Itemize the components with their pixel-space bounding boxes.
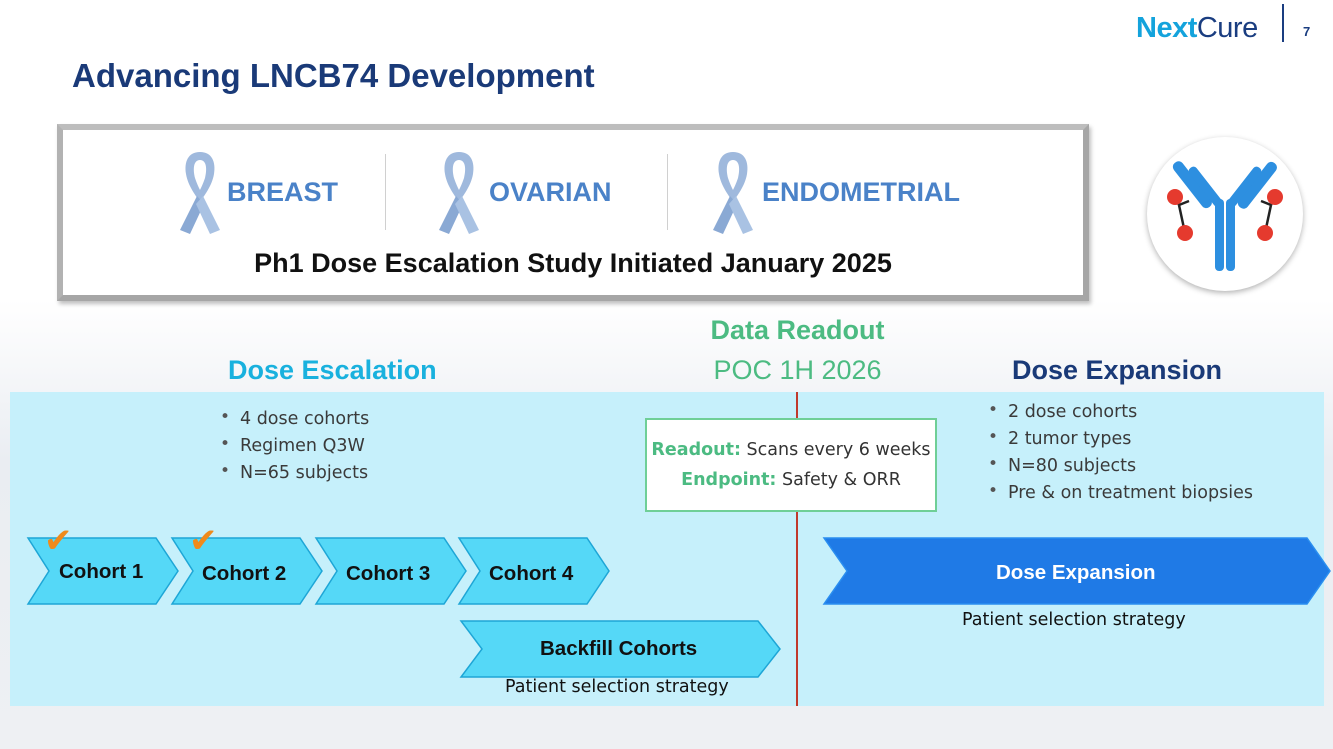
dose-escalation-bullets: 4 dose cohorts Regimen Q3W N=65 subjects bbox=[220, 404, 369, 487]
endpoint-row: Endpoint: Safety & ORR bbox=[647, 470, 935, 490]
nextcure-logo: NextCure bbox=[1136, 12, 1258, 45]
indication-divider bbox=[385, 154, 386, 230]
bullet-item: Pre & on treatment biopsies bbox=[988, 478, 1253, 507]
indication-ovarian: OVARIAN bbox=[489, 177, 612, 207]
dose-expansion-arrow bbox=[822, 537, 1331, 605]
indication-divider bbox=[667, 154, 668, 230]
study-status: Ph1 Dose Escalation Study Initiated Janu… bbox=[254, 248, 892, 278]
backfill-cohorts-chevron bbox=[459, 620, 781, 678]
cohort-2-chevron bbox=[170, 537, 323, 605]
cohort-2-label: Cohort 2 bbox=[202, 562, 287, 585]
bullet-item: 4 dose cohorts bbox=[220, 404, 369, 433]
bullet-item: Regimen Q3W bbox=[220, 431, 369, 460]
readout-value: Scans every 6 weeks bbox=[746, 440, 931, 460]
bullet-item: N=65 subjects bbox=[220, 458, 369, 487]
bullet-item: N=80 subjects bbox=[988, 451, 1253, 480]
cohort-4-label: Cohort 4 bbox=[489, 562, 574, 585]
checkmark-icon: ✔ bbox=[44, 521, 73, 561]
bullet-item: 2 dose cohorts bbox=[988, 397, 1253, 426]
slide-title: Advancing LNCB74 Development bbox=[72, 57, 595, 94]
checkmark-icon: ✔ bbox=[189, 521, 218, 561]
backfill-cohorts-label: Backfill Cohorts bbox=[540, 637, 698, 660]
antibody-icon bbox=[1147, 137, 1303, 291]
indication-breast: BREAST bbox=[227, 177, 339, 207]
backfill-caption: Patient selection strategy bbox=[505, 677, 729, 697]
dose-expansion-heading: Dose Expansion bbox=[1012, 355, 1223, 385]
cohort-3-label: Cohort 3 bbox=[346, 562, 431, 585]
logo-cure: Cure bbox=[1196, 12, 1258, 44]
readout-key: Readout: bbox=[651, 440, 741, 460]
dose-expansion-caption: Patient selection strategy bbox=[962, 610, 1186, 630]
endpoint-key: Endpoint: bbox=[681, 470, 777, 490]
logo-divider bbox=[1282, 4, 1284, 42]
ribbon-icon bbox=[713, 152, 753, 234]
bullet-item: 2 tumor types bbox=[988, 424, 1253, 453]
page-number: 7 bbox=[1303, 24, 1311, 39]
indication-box: BREAST OVARIAN ENDOMETRIAL Ph1 Dose Esca… bbox=[57, 124, 1089, 301]
ribbon-icon bbox=[180, 152, 220, 234]
cohort-1-label: Cohort 1 bbox=[59, 560, 144, 583]
data-readout-heading: Data Readout bbox=[710, 315, 885, 345]
dose-expansion-arrow-label: Dose Expansion bbox=[996, 561, 1156, 584]
readout-divider-line bbox=[796, 392, 798, 706]
logo-next: Next bbox=[1136, 12, 1197, 44]
readout-box: Readout: Scans every 6 weeks Endpoint: S… bbox=[645, 418, 937, 512]
dose-expansion-bullets: 2 dose cohorts 2 tumor types N=80 subjec… bbox=[988, 397, 1253, 507]
poc-date: POC 1H 2026 bbox=[713, 355, 882, 385]
ribbon-icon bbox=[439, 152, 479, 234]
cohort-1-chevron bbox=[26, 537, 179, 605]
readout-row: Readout: Scans every 6 weeks bbox=[647, 440, 935, 460]
cohort-3-chevron bbox=[314, 537, 467, 605]
endpoint-value: Safety & ORR bbox=[782, 470, 901, 490]
dose-escalation-heading: Dose Escalation bbox=[228, 355, 437, 385]
cohort-4-chevron bbox=[457, 537, 610, 605]
indication-endometrial: ENDOMETRIAL bbox=[762, 177, 960, 207]
